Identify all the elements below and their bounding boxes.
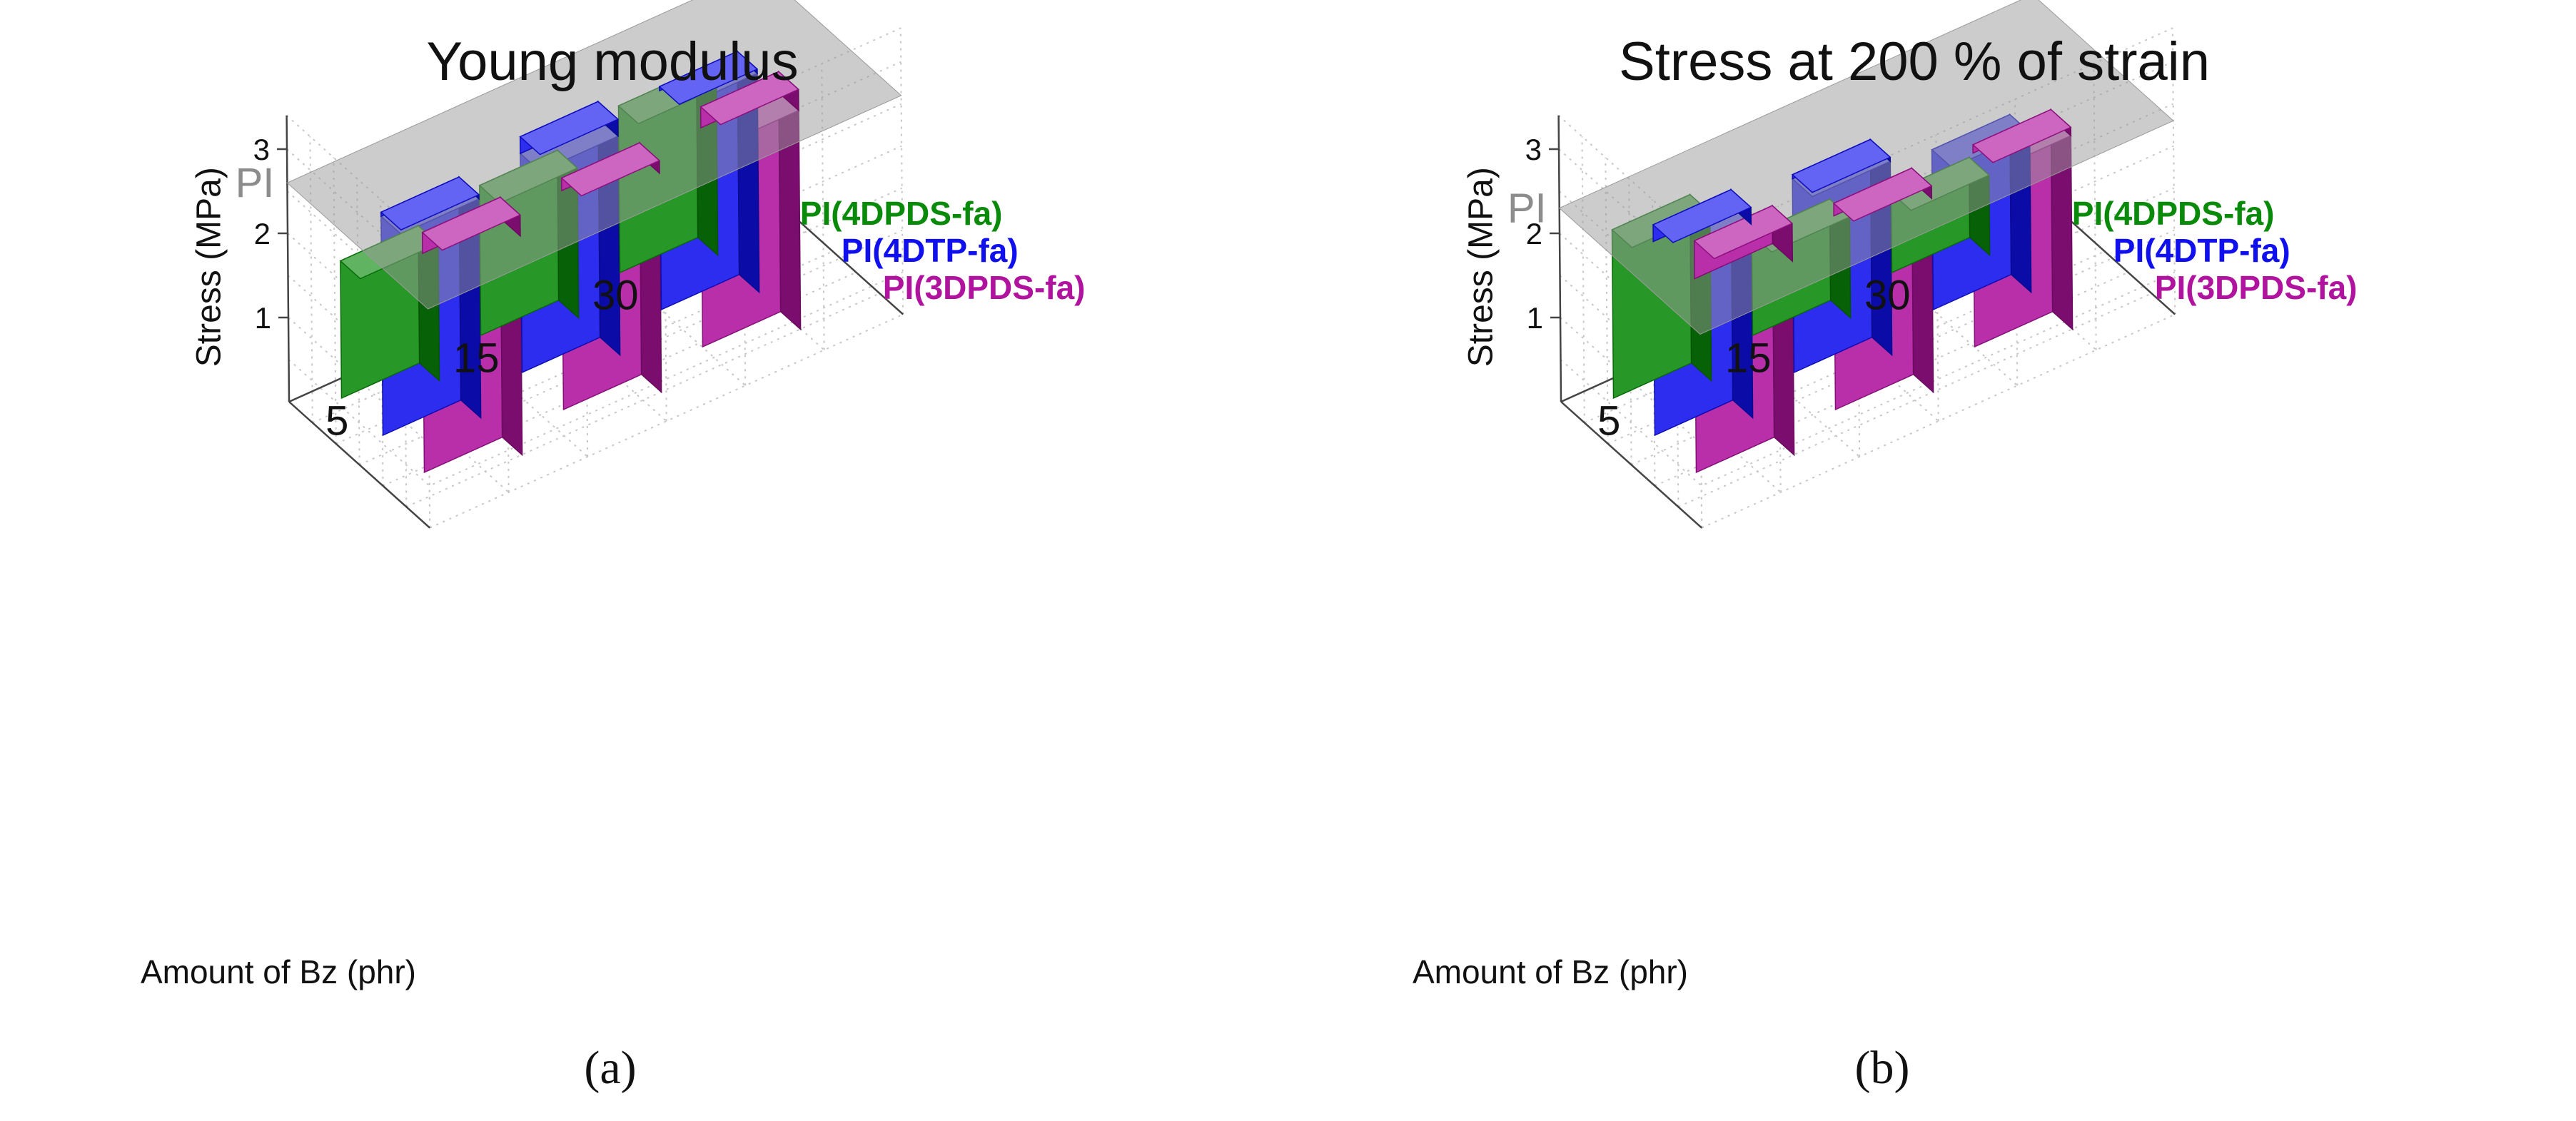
z-axis-line [1557, 115, 1562, 402]
bar-pi-4dtp-fa--15-upper [519, 100, 620, 156]
z-tick-label: 2 [1526, 217, 1542, 250]
panel-caption: (a) [584, 1042, 636, 1094]
panel-a: 1 2 3PI 5 15 30 PI(4DPDS-fa)PI(4DTP-fa)PI(3DPD… [141, 0, 1086, 1094]
floor-grid-line [429, 313, 904, 529]
x-axis-title: Amount of Bz (phr) [141, 953, 416, 990]
panel-b: 1 2 3 PI 5 15 30 PI(4DPDS-fa)PI(4DTP-fa)PI(3DPD… [1413, 0, 2358, 1094]
x-tick-label: 15 [1725, 335, 1772, 382]
grid-line [821, 64, 825, 350]
chart-title: Young modulus [426, 31, 798, 92]
z-tick-label: 3 [1525, 133, 1542, 166]
bar-pi-4dtp-fa--5-upper [1652, 188, 1752, 243]
grid-line [899, 28, 904, 315]
bar-pi-3dpds-fa--30-upper [1971, 108, 2072, 163]
floor-grid-line [1876, 258, 2018, 387]
series-label: PI(3DPDS-fa) [2155, 269, 2358, 306]
grid-line [1581, 136, 1585, 423]
bar-top-face [1652, 188, 1752, 243]
floor-axis-line [1560, 401, 1703, 529]
bar-top-face [1791, 138, 1891, 193]
y-axis-title: Stress (MPa) [190, 167, 228, 367]
series-label: PI(4DPDS-fa) [800, 195, 1003, 232]
pi-reference-label: PI [236, 160, 275, 206]
chart-title: Stress at 200 % of strain [1619, 31, 2210, 92]
x-tick-label: 15 [453, 335, 500, 382]
bar-pi-3dpds-fa--15-upper [560, 141, 661, 197]
floor-grid-line [405, 293, 880, 508]
x-tick-label: 30 [1864, 273, 1911, 319]
bar-top-face [1832, 167, 1933, 222]
z-tick-label: 3 [253, 133, 270, 166]
z-axis-line [286, 115, 291, 402]
floor-axis-line [288, 401, 431, 529]
bar-pi-4dtp-fa--5-upper [380, 176, 480, 231]
z-tick-label: 1 [255, 301, 271, 335]
bar-pi-3dpds-fa--5-upper [421, 196, 522, 255]
floor-grid-line [604, 258, 746, 387]
y-axis-title: Stress (MPa) [1462, 167, 1500, 367]
series-label: PI(3DPDS-fa) [883, 269, 1086, 306]
bar-pi-3dpds-fa--15-upper [1832, 166, 1933, 222]
grid-line [333, 157, 337, 444]
grid-line [309, 136, 313, 423]
bar-top-face [1971, 108, 2072, 163]
floor-grid-line [1677, 293, 2152, 508]
x-axis-title: Amount of Bz (phr) [1413, 953, 1688, 990]
series-label: PI(4DTP-fa) [842, 232, 1019, 269]
bar-pi-4dtp-fa--30-upper [658, 50, 759, 106]
bar-top-face [421, 196, 522, 251]
x-tick-label: 5 [325, 398, 348, 445]
bar-top-face [519, 101, 620, 156]
z-tick-label: 1 [1527, 301, 1543, 335]
series-label: PI(4DPDS-fa) [2072, 195, 2275, 232]
grid-line [2093, 64, 2097, 350]
bar-pi-3dpds-fa--30-upper [699, 70, 800, 129]
bar-top-face [560, 142, 661, 197]
bar-top-face [699, 71, 800, 126]
bar-top-face [658, 51, 759, 106]
grid-line [1605, 157, 1609, 444]
z-tick-label: 2 [254, 217, 271, 250]
series-label: PI(4DTP-fa) [2113, 232, 2290, 269]
bar-pi-3dpds-fa--5-upper [1693, 204, 1794, 280]
floor-grid-line [1701, 313, 2176, 529]
grid-line [2171, 28, 2176, 315]
x-tick-label: 30 [592, 273, 639, 319]
pi-reference-label: PI [1507, 186, 1547, 232]
bar-pi-4dtp-fa--15-upper [1791, 138, 1891, 193]
panel-caption: (b) [1855, 1042, 1910, 1094]
bar-top-face [380, 176, 480, 231]
x-tick-label: 5 [1597, 398, 1620, 445]
